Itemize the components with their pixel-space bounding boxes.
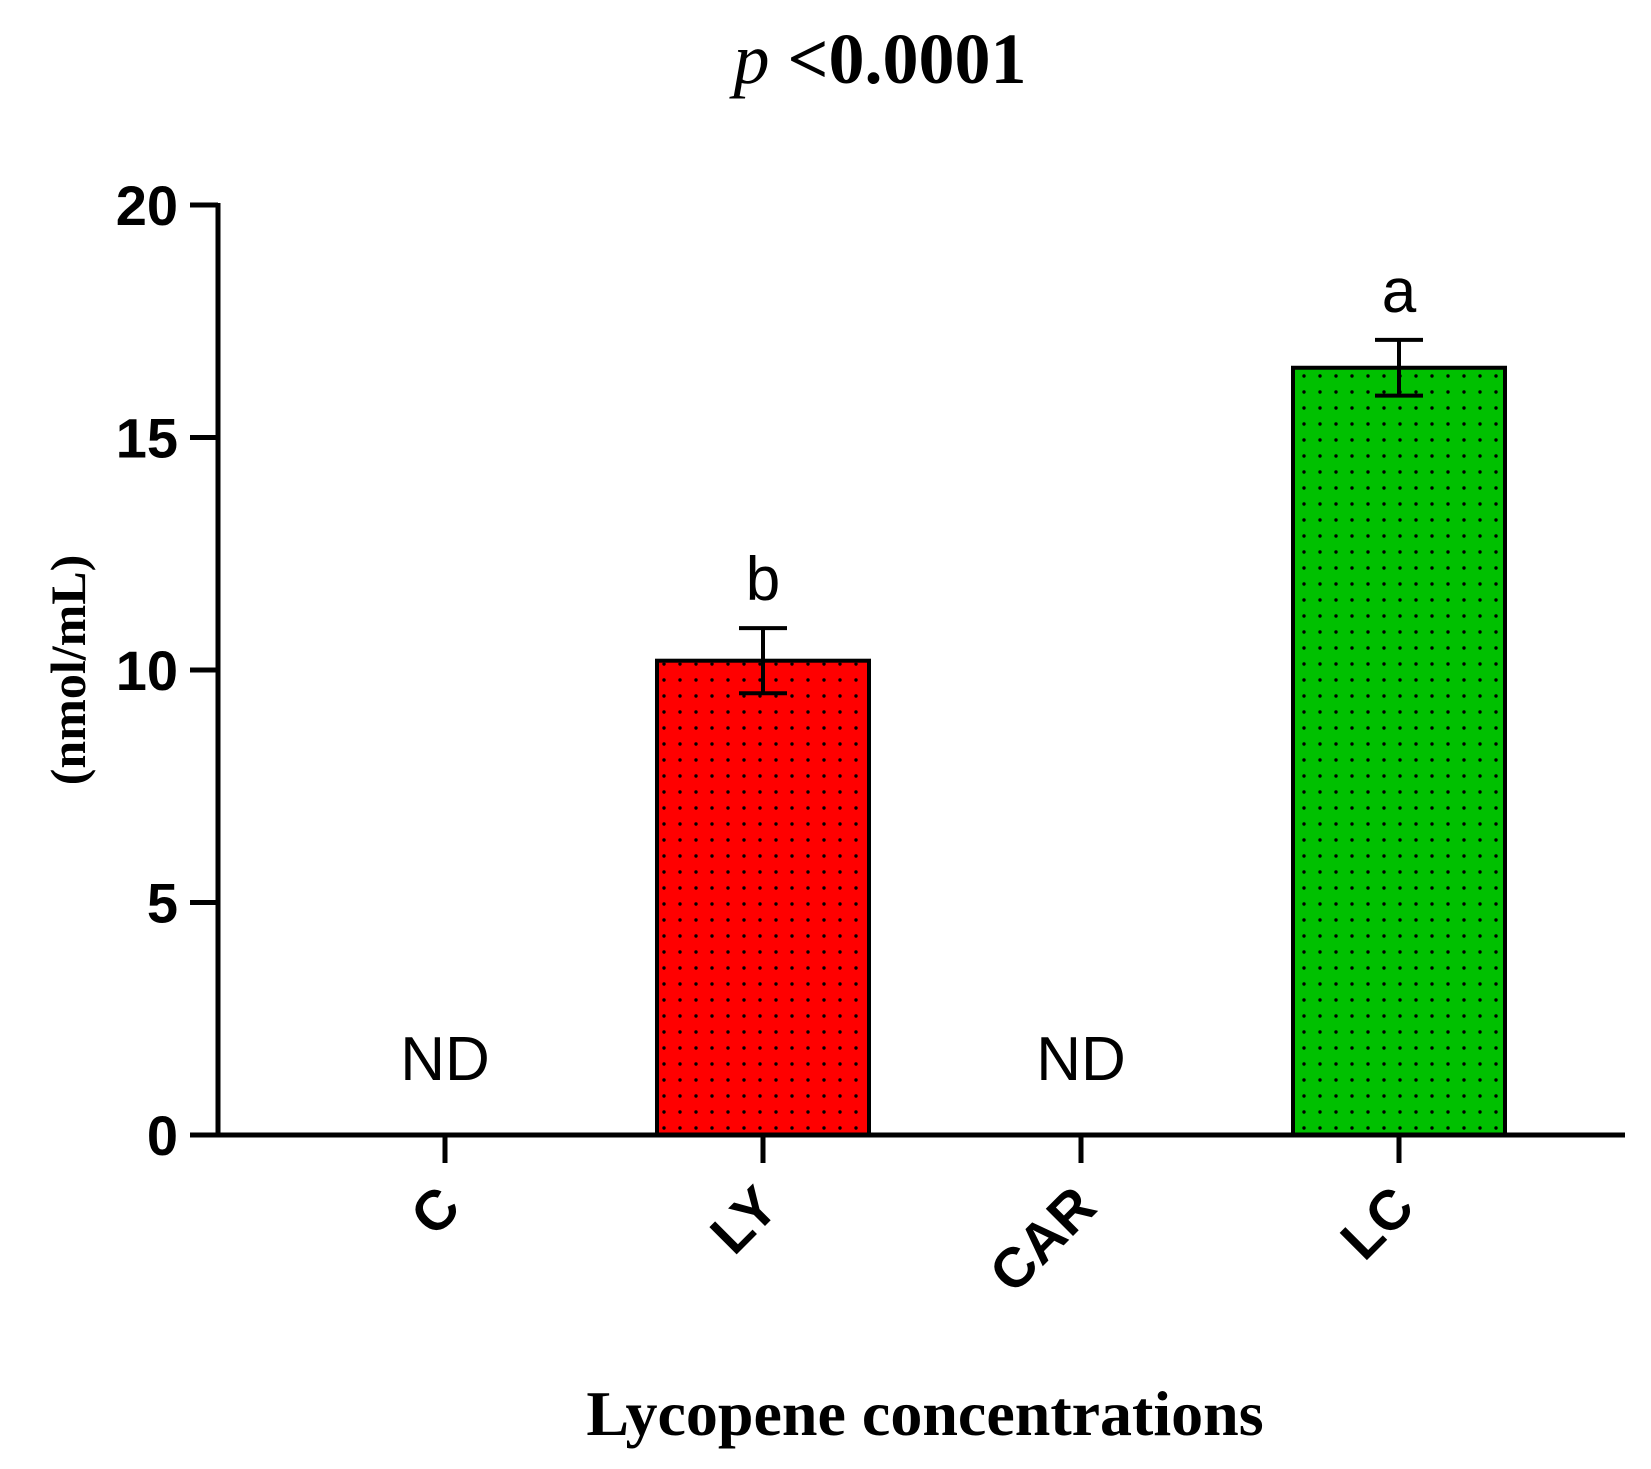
chart-title-p: p bbox=[728, 19, 769, 99]
chart-title: p <0.0001 bbox=[728, 19, 1026, 99]
y-axis-title: (nmol/mL) bbox=[40, 555, 96, 786]
y-axis-ticks: 0 5 10 15 20 bbox=[116, 174, 218, 1167]
x-tick-label-car: CAR bbox=[977, 1174, 1107, 1304]
bar-annotation-ly: b bbox=[746, 545, 780, 614]
bar-pattern-ly bbox=[659, 662, 867, 1133]
x-tick-label-ly: LY bbox=[698, 1174, 790, 1266]
bar-annotation-car: ND bbox=[1036, 1025, 1126, 1094]
chart-title-rest: <0.0001 bbox=[769, 19, 1026, 99]
bar-pattern-lc bbox=[1295, 369, 1503, 1133]
bar-annotation-c: ND bbox=[400, 1025, 490, 1094]
y-tick-label: 20 bbox=[116, 174, 178, 237]
bar-labels-layer: ND b ND a bbox=[400, 257, 1417, 1094]
y-tick-label: 5 bbox=[147, 872, 178, 935]
x-axis-ticks: C LY CAR LC bbox=[398, 1135, 1425, 1304]
x-tick-label-c: C bbox=[398, 1174, 471, 1247]
y-tick-label: 15 bbox=[116, 407, 178, 470]
bars-layer bbox=[655, 365, 1507, 1137]
y-tick-label: 0 bbox=[147, 1104, 178, 1167]
bar-annotation-lc: a bbox=[1382, 257, 1417, 326]
x-tick-label-lc: LC bbox=[1328, 1174, 1425, 1271]
error-bars-layer bbox=[739, 337, 1423, 696]
x-axis-title: Lycopene concentrations bbox=[586, 1378, 1263, 1449]
y-tick-label: 10 bbox=[116, 639, 178, 702]
